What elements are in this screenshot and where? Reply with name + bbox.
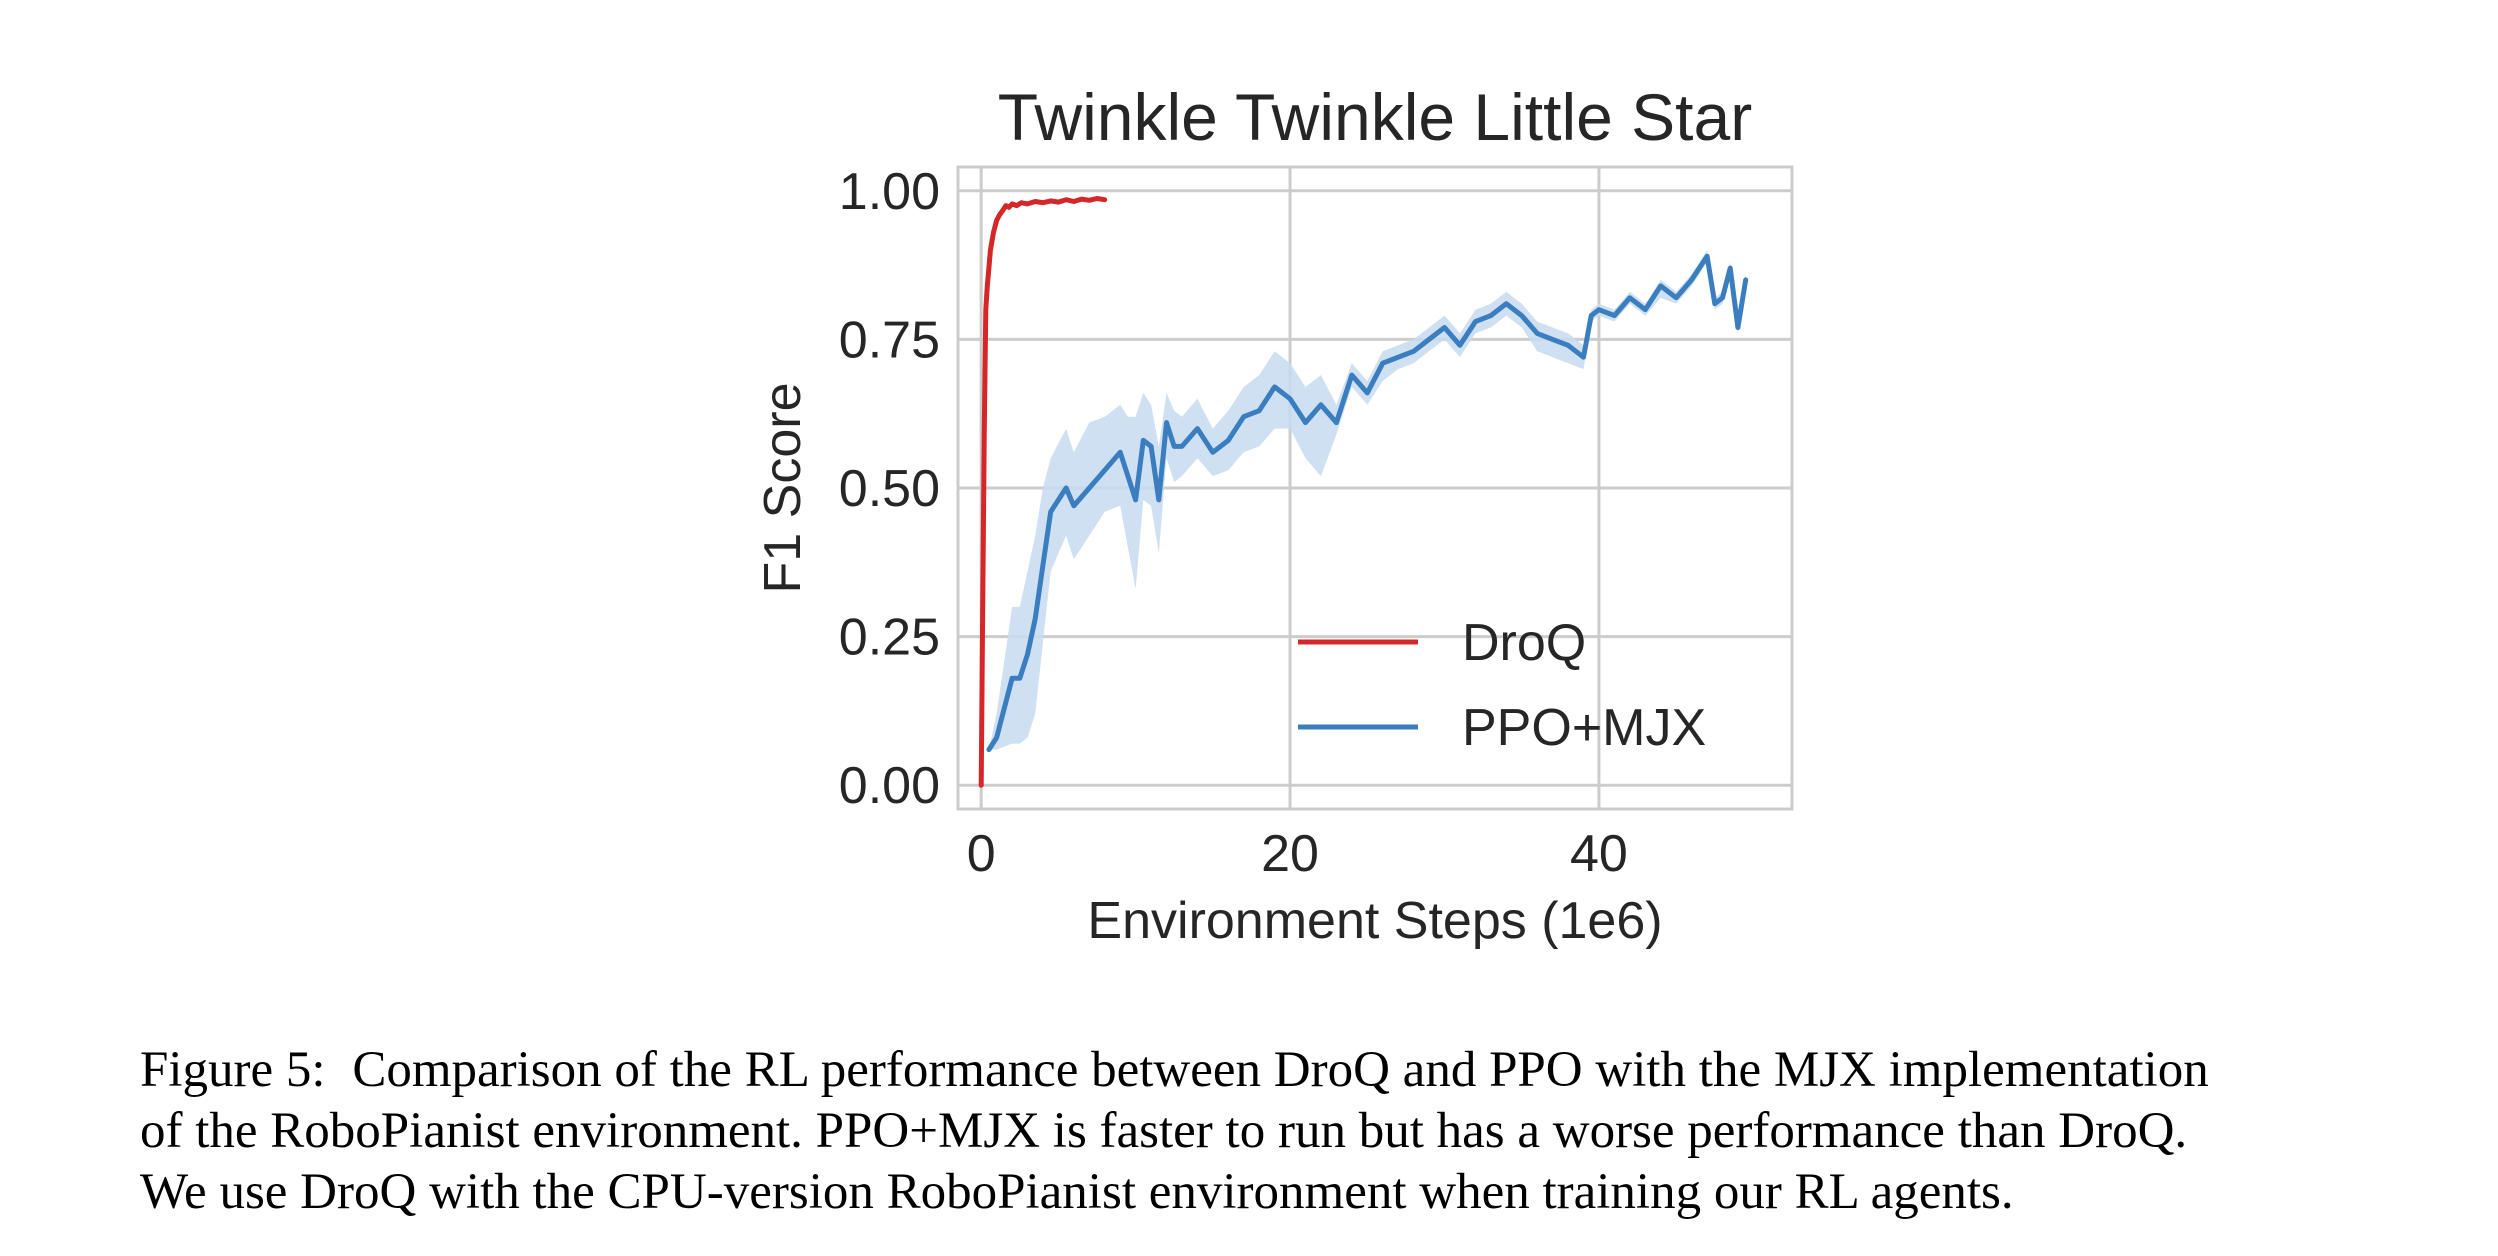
x-axis-label: Environment Steps (1e6) [1087, 892, 1662, 950]
x-tick-label: 40 [1570, 825, 1628, 883]
legend: DroQ PPO+MJX [1298, 614, 1706, 757]
y-tick-label: 0.75 [839, 311, 940, 369]
caption-line-1: Figure 5: Comparison of the RL performan… [140, 1040, 2470, 1101]
confidence-bands [988, 250, 1746, 750]
legend-label-droq: DroQ [1462, 614, 1586, 672]
caption-figure-label: Figure 5: [140, 1042, 326, 1098]
x-tick-label: 20 [1261, 825, 1319, 883]
band-ppo-mjx [988, 250, 1746, 750]
caption-line-3: We use DroQ with the CPU-version RoboPia… [140, 1164, 2014, 1220]
y-tick-label: 0.50 [839, 460, 940, 518]
legend-label-ppo-mjx: PPO+MJX [1462, 699, 1706, 757]
y-tick-label: 1.00 [839, 163, 940, 221]
x-axis-ticks: 0 20 40 [967, 825, 1628, 883]
caption-line-2: of the RoboPianist environment. PPO+MJX … [140, 1103, 2188, 1159]
line-droq [978, 196, 1108, 788]
y-axis-label: F1 Score [754, 383, 812, 594]
figure-caption: Figure 5: Comparison of the RL performan… [140, 1040, 2470, 1223]
series-lines [978, 196, 1749, 788]
x-tick-label: 0 [967, 825, 996, 883]
plot-frame [956, 165, 1794, 811]
caption-text-1: Comparison of the RL performance between… [352, 1042, 2209, 1098]
y-axis-ticks: 0.00 0.25 0.50 0.75 1.00 [839, 163, 940, 815]
line-ppo-mjx [986, 253, 1749, 753]
y-tick-label: 0.00 [839, 757, 940, 815]
chart-figure: Twinkle Twinkle Little Star 0.00 0.25 0.50… [754, 80, 1794, 950]
chart-title: Twinkle Twinkle Little Star [998, 80, 1752, 154]
y-tick-label: 0.25 [839, 609, 940, 667]
